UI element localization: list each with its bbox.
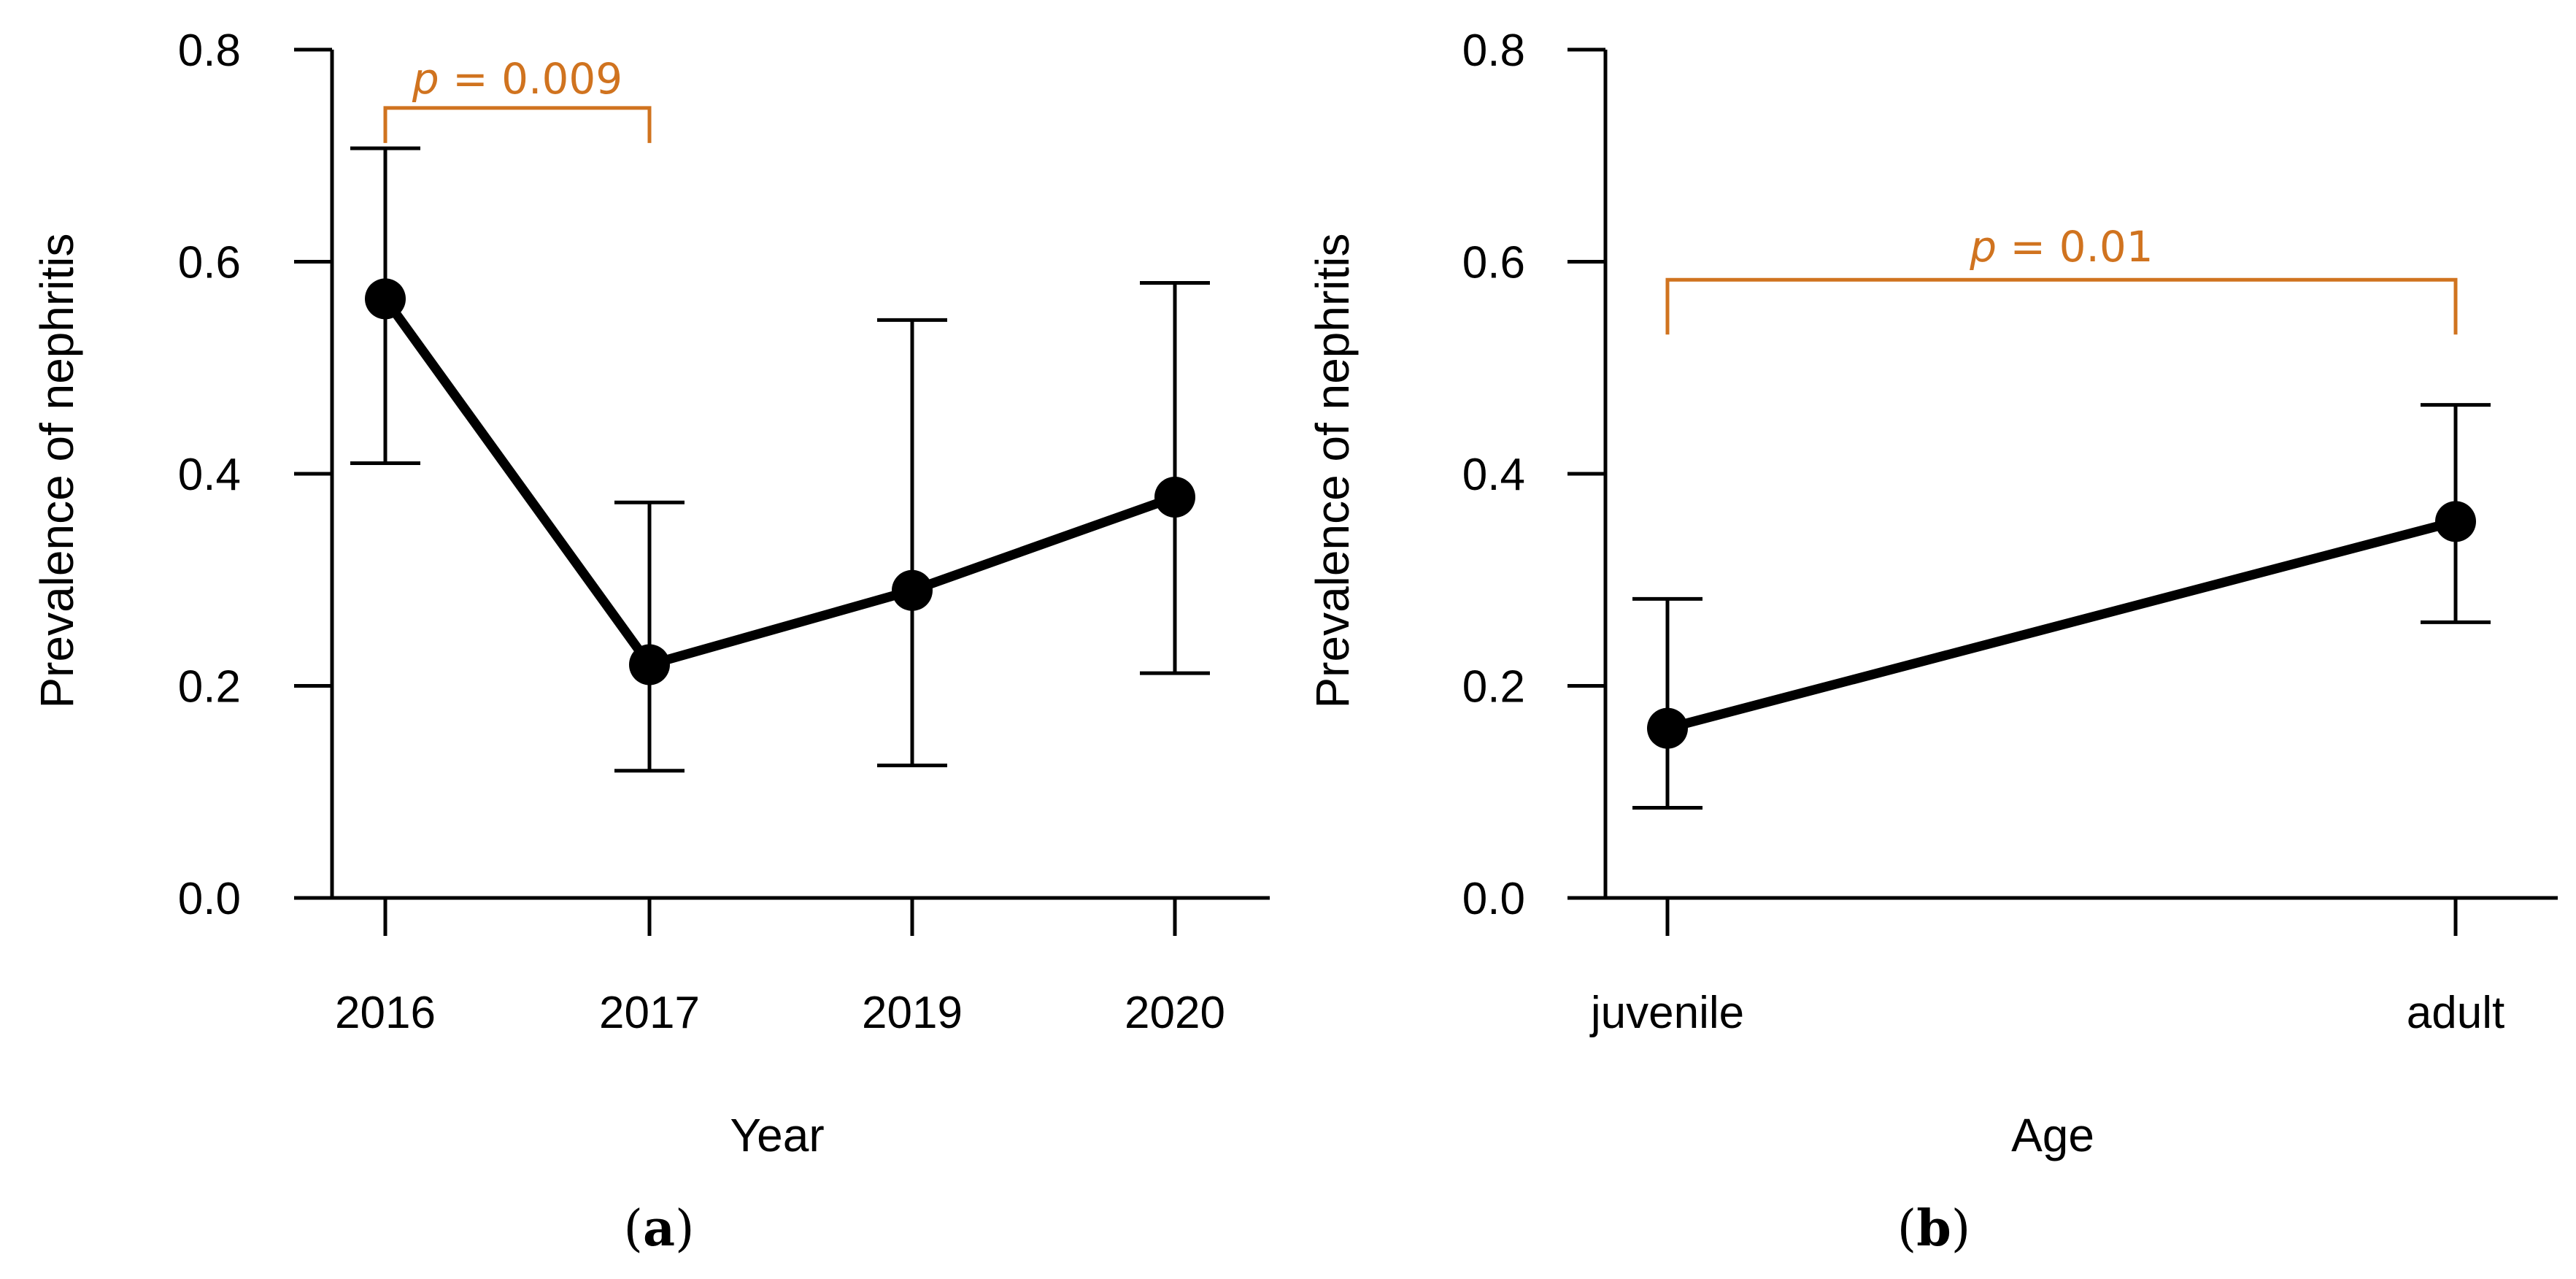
panel-a-x-tick-label: 2017 [599,988,700,1038]
panel-a-y-tick-label: 0.4 [178,450,241,500]
panel-a-point-2016 [365,278,406,320]
panel-a-y-tick-label: 0.2 [178,662,241,713]
panel-b-point-adult [2435,501,2476,542]
panel-a-significance-bracket [383,106,652,143]
panel-a-p-value-label: p = 0.009 [412,54,622,104]
panel-a-x-axis-title: Year [730,1109,824,1161]
panel-b-y-tick-label: 0.0 [1462,874,1525,924]
panel-a-error-bar-2019 [877,318,947,767]
panel-b-chart: Age Prevalence of nephritis 0.0 0.2 0.4 0.6… [1306,26,2558,1161]
panel-a-point-2019 [892,569,933,611]
panel-b-y-tick-label: 0.4 [1462,450,1525,500]
panel-b-label: (b) [1897,1199,1971,1258]
panel-b-y-tick-label: 0.2 [1462,662,1525,713]
panel-a-y-tick-label: 0.8 [178,26,241,76]
panel-a-y-tick-label: 0.6 [178,238,241,288]
panel-b-x-tick-label: juvenile [1589,988,1744,1038]
panel-a-y-tick-label: 0.0 [178,874,241,924]
panel-a-point-2017 [629,644,670,685]
panel-a-x-tick-label: 2020 [1125,988,1225,1038]
panel-a-series-line [381,296,1177,669]
panel-b-point-juvenile [1647,707,1688,749]
panel-a-x-tick-label: 2016 [335,988,436,1038]
panel-b-series-line [1666,517,2457,733]
panel-b-significance-bracket [1665,277,2458,335]
panel-a-error-bar-2017 [614,500,685,773]
panel-a-y-axis-title: Prevalence of nephritis [31,233,83,708]
panel-a-chart: Year Prevalence of nephritis 0.0 0.2 0.4 0.… [31,26,1270,1161]
panel-a-x-tick-label: 2019 [862,988,963,1038]
panel-b-x-axis-title: Age [2011,1109,2094,1161]
panel-b-y-tick-label: 0.8 [1462,26,1525,76]
panel-b-y-tick-label: 0.6 [1462,238,1525,288]
panel-b-y-axis-title: Prevalence of nephritis [1306,233,1359,708]
panel-a-label: (a) [623,1199,694,1258]
panel-a-point-2020 [1154,476,1195,518]
panel-b-p-value-label: p = 0.01 [1969,222,2153,272]
panel-b-error-bar-juvenile [1632,596,1702,810]
panel-b-x-tick-label: adult [2407,988,2504,1038]
